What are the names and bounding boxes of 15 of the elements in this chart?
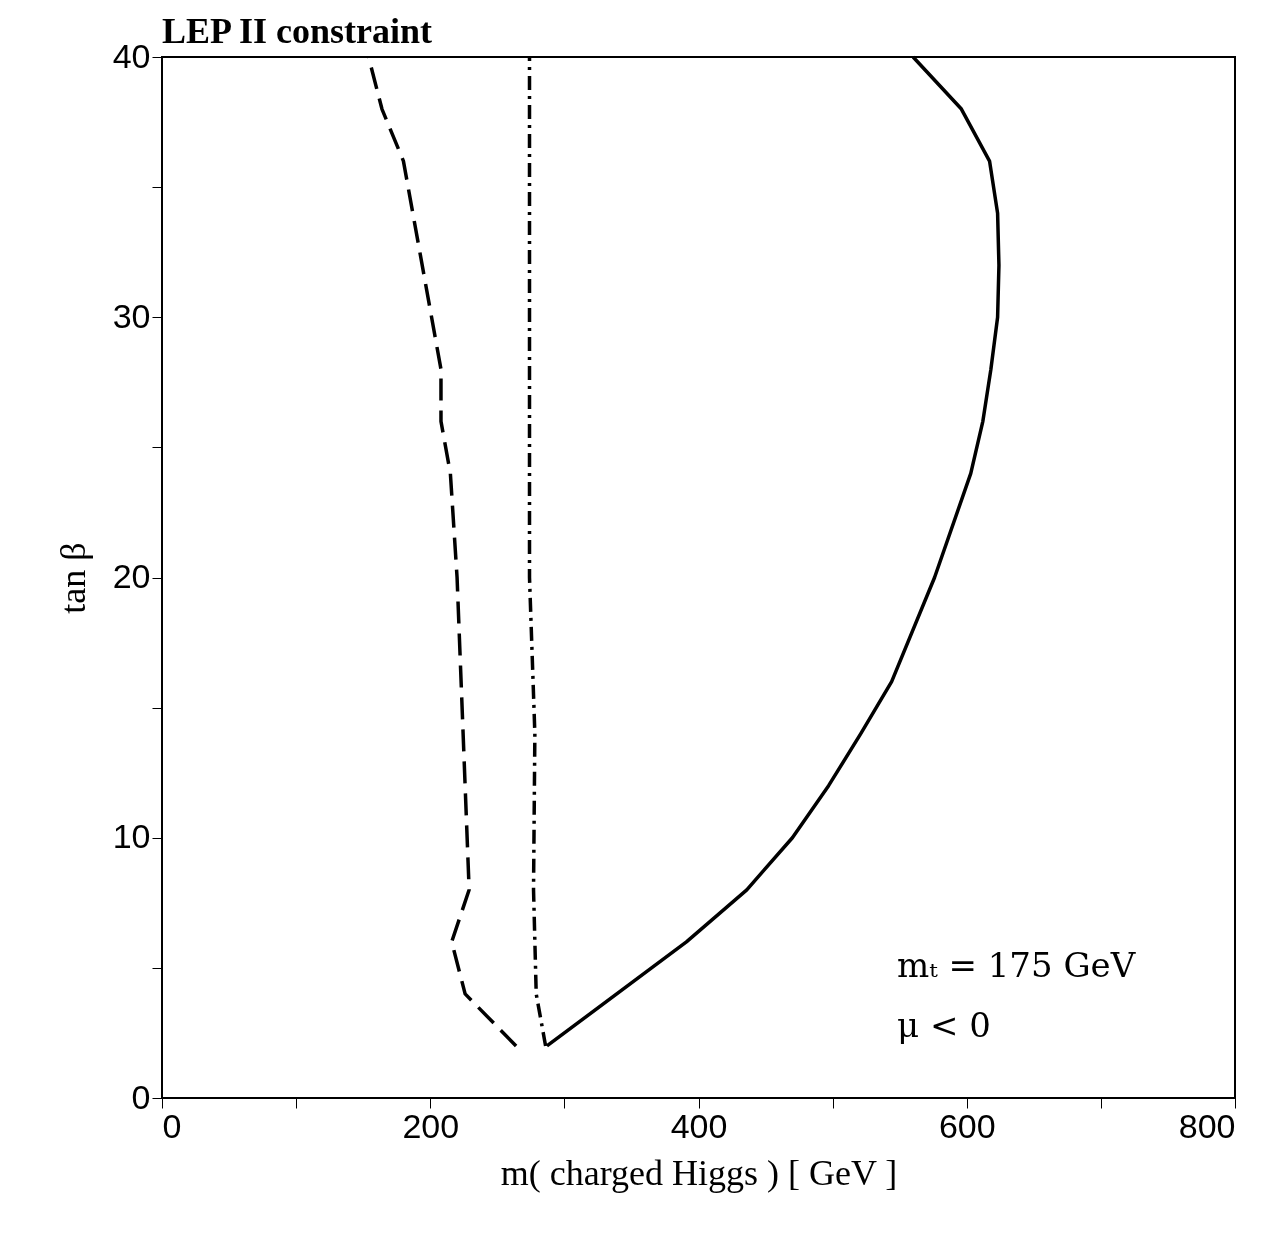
x-tick-label: 200 (402, 1106, 460, 1145)
y-axis-title: tan β (52, 542, 93, 614)
y-tick-label: 0 (131, 1077, 151, 1116)
y-tick-label: 20 (112, 557, 151, 595)
annotation: μ < 0 (897, 1005, 991, 1045)
x-tick-label: 600 (938, 1106, 996, 1145)
x-axis-title: m( charged Higgs ) [ GeV ] (500, 1152, 898, 1193)
y-tick-label: 30 (112, 296, 151, 335)
y-tick-label: 40 (112, 36, 151, 75)
x-tick-label: 0 (162, 1106, 182, 1145)
annotation: mₜ = 175 GeV (897, 945, 1137, 985)
x-tick-label: 800 (1178, 1106, 1236, 1145)
x-tick-label: 400 (670, 1106, 728, 1145)
y-tick-label: 10 (112, 817, 151, 856)
chart-title: LEP II constraint (162, 11, 433, 51)
